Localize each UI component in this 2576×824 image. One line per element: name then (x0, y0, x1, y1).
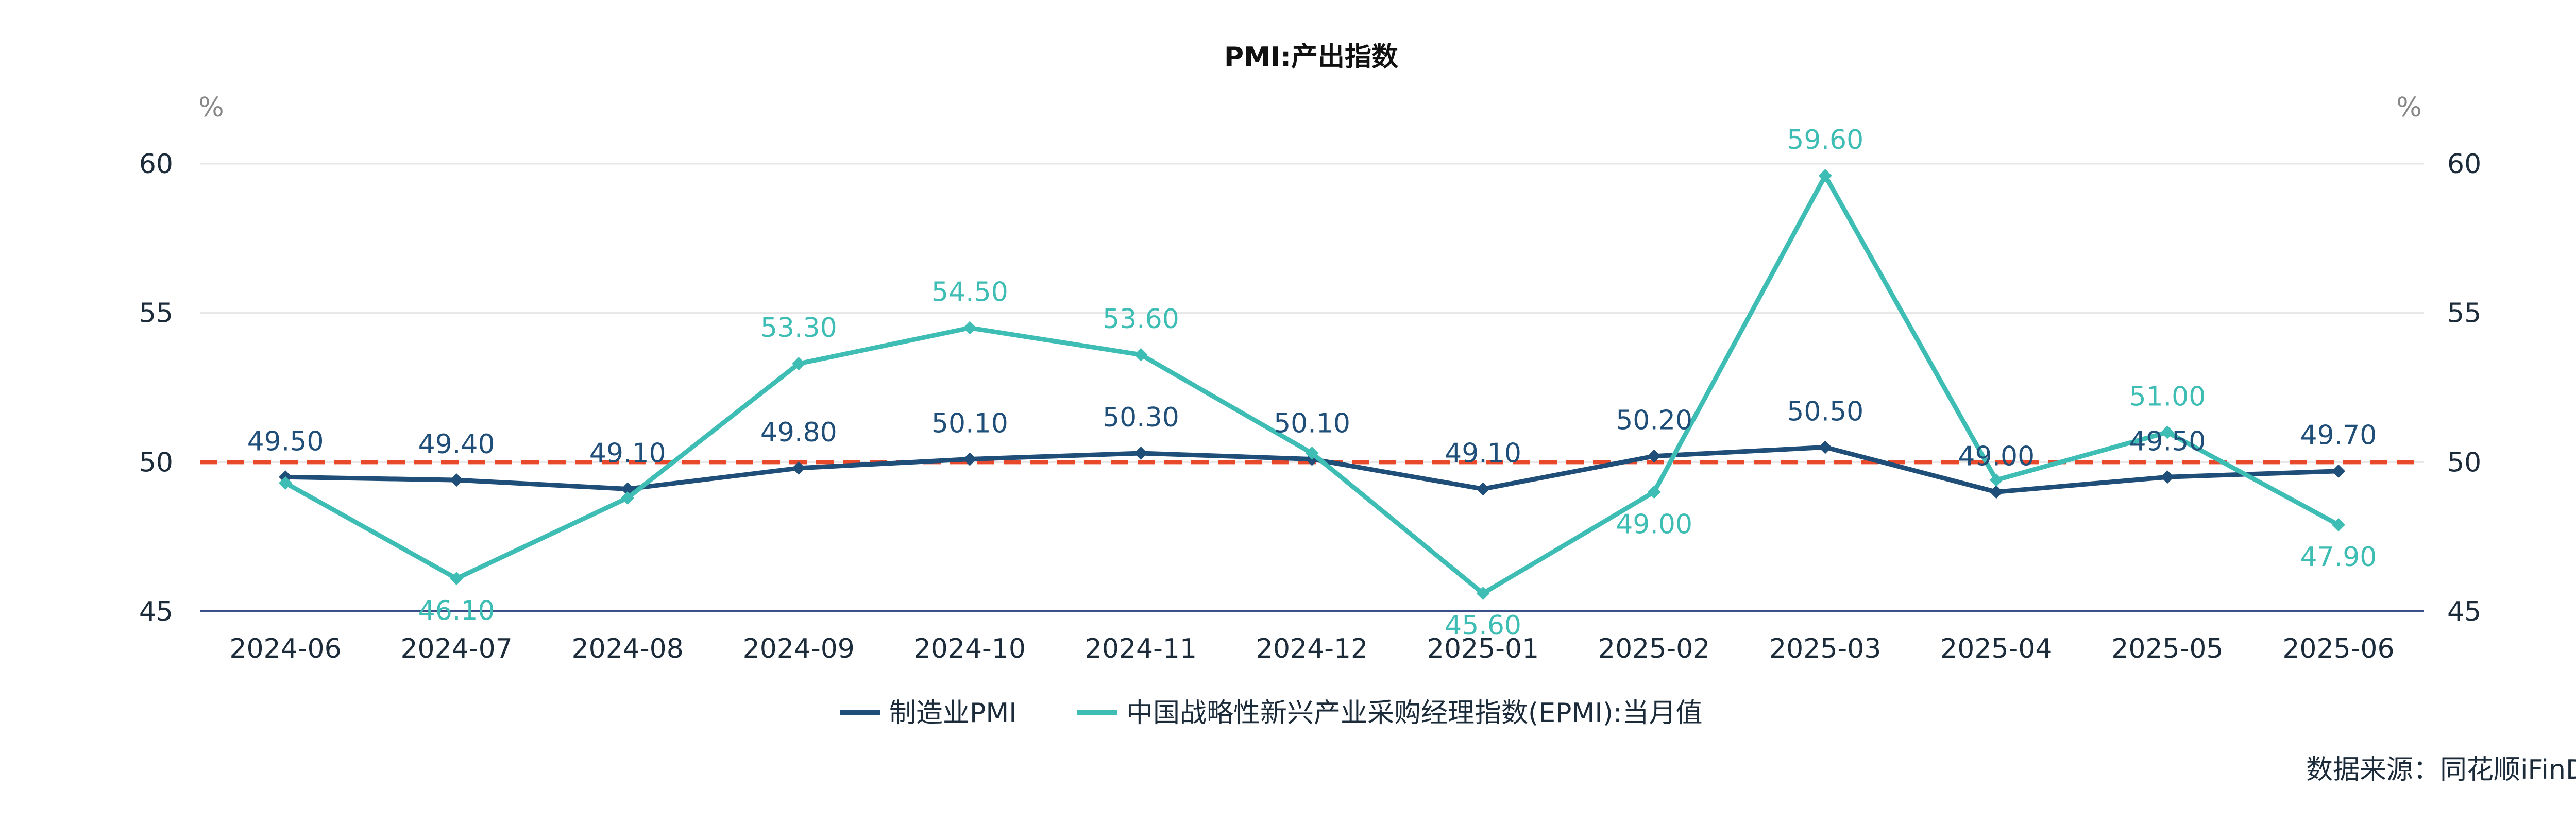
data-label-epmi: 54.50 (931, 277, 1008, 308)
data-label-manufacturing-pmi: 50.50 (1787, 396, 1863, 427)
point-epmi (963, 321, 977, 335)
x-tick-label: 2024-12 (1256, 633, 1368, 664)
legend-label-manufacturing-pmi: 制造业PMI (889, 698, 1017, 729)
point-epmi (2160, 425, 2174, 439)
source-note: 数据来源：同花顺iFinD (2306, 754, 2576, 785)
data-label-manufacturing-pmi: 50.10 (1274, 408, 1350, 439)
series-layer (279, 169, 2345, 600)
point-manufacturing-pmi (621, 482, 635, 496)
y-axis-unit-left: % (198, 92, 224, 123)
point-epmi (621, 491, 635, 505)
data-label-epmi: 47.90 (2300, 542, 2377, 573)
point-epmi (1305, 446, 1319, 460)
data-label-epmi: 49.00 (1616, 509, 1692, 540)
point-manufacturing-pmi (450, 473, 464, 487)
point-manufacturing-pmi (792, 461, 806, 475)
y-tick-label-right: 60 (2447, 149, 2481, 180)
data-label-epmi: 53.60 (1103, 304, 1179, 335)
x-tick-label: 2025-01 (1427, 633, 1539, 664)
x-tick-label: 2025-05 (2111, 633, 2223, 664)
x-tick-label: 2025-03 (1769, 633, 1881, 664)
point-epmi (792, 357, 806, 371)
x-tick-label: 2024-09 (743, 633, 855, 664)
point-epmi (1134, 348, 1148, 362)
point-manufacturing-pmi (2160, 470, 2174, 484)
y-tick-label-left: 50 (139, 447, 173, 478)
data-label-manufacturing-pmi: 50.30 (1103, 402, 1179, 433)
data-label-epmi: 51.00 (2129, 381, 2206, 412)
x-tick-label: 2025-04 (1940, 633, 2052, 664)
chart-title: PMI:产出指数 (1224, 42, 1398, 73)
y-tick-label-right: 45 (2447, 596, 2481, 627)
y-tick-label-right: 55 (2447, 298, 2481, 329)
x-tick-label: 2025-06 (2282, 633, 2394, 664)
point-manufacturing-pmi (963, 452, 977, 466)
line-epmi (284, 173, 2340, 596)
x-tick-label: 2024-11 (1085, 633, 1197, 664)
point-manufacturing-pmi (1476, 482, 1490, 496)
data-label-layer: 49.50 49.40 49.10 49.80 50.10 50.30 50.10 49.10… (247, 125, 2377, 641)
x-tick-label: 2024-06 (229, 633, 341, 664)
legend: 制造业PMI 中国战略性新兴产业采购经理指数(EPMI):当月值 (840, 698, 1703, 729)
data-label-manufacturing-pmi: 49.40 (418, 429, 495, 460)
point-epmi (1476, 587, 1490, 600)
point-epmi (1989, 473, 2003, 487)
y-tick-label-left: 45 (139, 596, 173, 627)
point-manufacturing-pmi (2331, 464, 2345, 478)
data-label-epmi: 53.30 (760, 313, 837, 344)
y-tick-label-left: 60 (139, 149, 173, 180)
data-label-manufacturing-pmi: 49.50 (247, 426, 324, 457)
point-epmi (2331, 518, 2345, 531)
data-label-epmi: 59.60 (1787, 125, 1863, 156)
point-epmi (1818, 169, 1832, 183)
x-tick-label: 2024-10 (914, 633, 1026, 664)
point-manufacturing-pmi (1647, 449, 1661, 463)
point-manufacturing-pmi (1134, 446, 1148, 460)
data-label-manufacturing-pmi: 49.00 (1958, 441, 2035, 472)
data-label-manufacturing-pmi: 50.10 (931, 408, 1008, 439)
x-tick-label: 2025-02 (1598, 633, 1710, 664)
data-label-manufacturing-pmi: 49.50 (2129, 426, 2206, 457)
point-manufacturing-pmi (1818, 440, 1832, 454)
point-epmi (1647, 485, 1661, 499)
x-tick-label: 2024-07 (400, 633, 512, 664)
data-label-manufacturing-pmi: 49.80 (760, 417, 837, 448)
legend-label-epmi: 中国战略性新兴产业采购经理指数(EPMI):当月值 (1126, 698, 1703, 729)
x-tick-label: 2024-08 (572, 633, 684, 664)
data-label-manufacturing-pmi: 49.70 (2300, 420, 2377, 451)
data-label-manufacturing-pmi: 49.10 (1445, 438, 1521, 469)
point-epmi (450, 572, 464, 586)
y-axis-unit-right: % (2396, 92, 2421, 123)
data-label-epmi: 45.60 (1445, 610, 1521, 641)
y-tick-label-left: 55 (139, 298, 173, 329)
data-label-manufacturing-pmi: 49.10 (589, 438, 666, 469)
data-label-epmi: 46.10 (418, 595, 495, 626)
data-label-manufacturing-pmi: 50.20 (1616, 405, 1692, 436)
axes: 45 45 50 50 55 55 60 60 2024-06 2024-07 2024-08 202… (139, 149, 2481, 664)
point-manufacturing-pmi (1989, 485, 2003, 499)
y-tick-label-right: 50 (2447, 447, 2481, 478)
point-epmi (279, 476, 293, 490)
